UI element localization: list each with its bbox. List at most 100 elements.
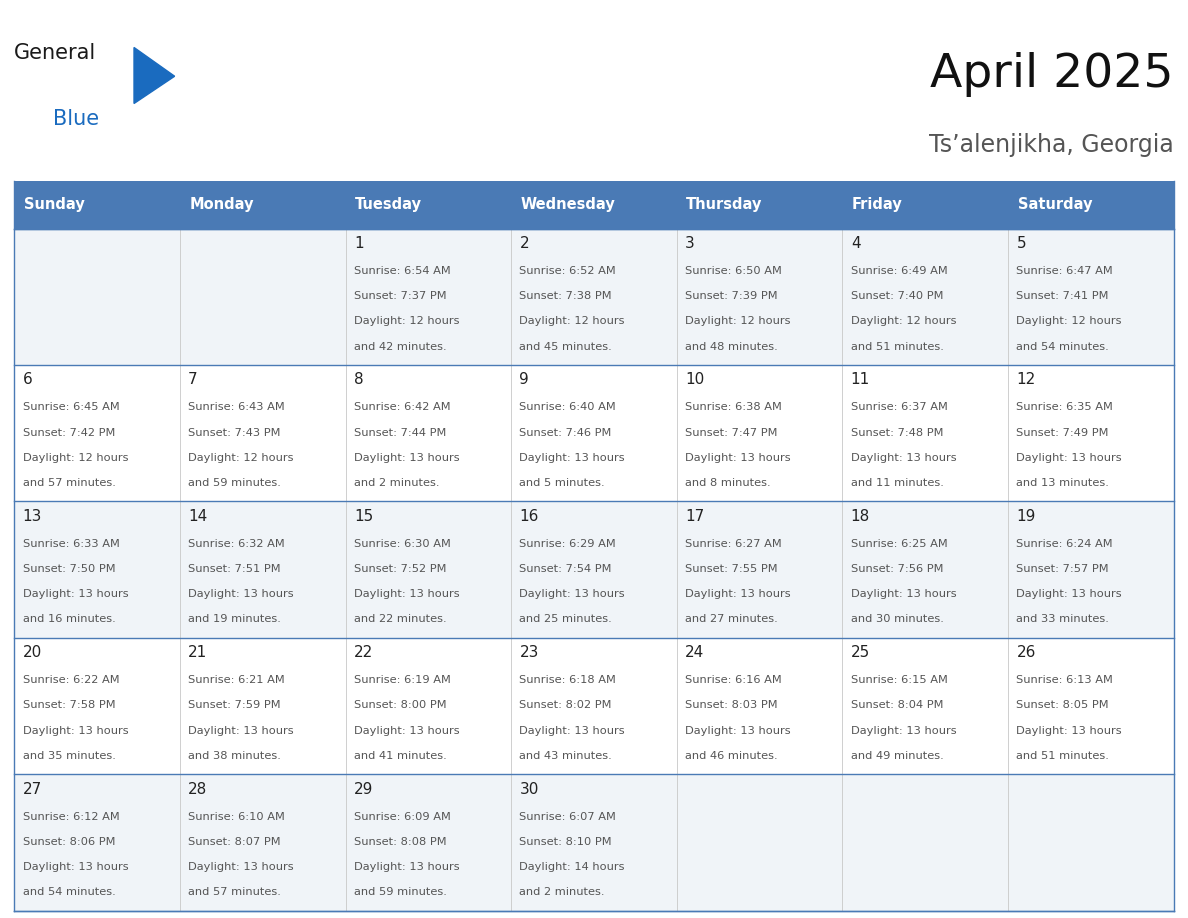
Text: Daylight: 13 hours: Daylight: 13 hours — [354, 725, 460, 735]
Text: Sunset: 8:03 PM: Sunset: 8:03 PM — [685, 700, 778, 711]
Text: Sunset: 8:04 PM: Sunset: 8:04 PM — [851, 700, 943, 711]
Text: Sunset: 7:56 PM: Sunset: 7:56 PM — [851, 564, 943, 574]
Text: Sunrise: 6:09 AM: Sunrise: 6:09 AM — [354, 812, 450, 822]
Text: 8: 8 — [354, 373, 364, 387]
Text: Sunset: 7:52 PM: Sunset: 7:52 PM — [354, 564, 447, 574]
Text: Sunset: 8:06 PM: Sunset: 8:06 PM — [23, 837, 115, 846]
Text: Ts’alenjikha, Georgia: Ts’alenjikha, Georgia — [929, 132, 1174, 157]
Text: Saturday: Saturday — [1018, 197, 1092, 212]
Text: Sunrise: 6:40 AM: Sunrise: 6:40 AM — [519, 402, 617, 412]
Text: 20: 20 — [23, 645, 42, 660]
Text: 23: 23 — [519, 645, 539, 660]
Text: and 5 minutes.: and 5 minutes. — [519, 478, 605, 488]
Text: Blue: Blue — [52, 109, 99, 129]
Text: 16: 16 — [519, 509, 539, 524]
Text: Sunrise: 6:25 AM: Sunrise: 6:25 AM — [851, 539, 948, 549]
Text: Sunrise: 6:43 AM: Sunrise: 6:43 AM — [188, 402, 285, 412]
Text: and 51 minutes.: and 51 minutes. — [1017, 751, 1110, 761]
Text: Daylight: 13 hours: Daylight: 13 hours — [188, 725, 293, 735]
Text: 4: 4 — [851, 236, 860, 251]
Text: General: General — [14, 42, 96, 62]
Text: and 11 minutes.: and 11 minutes. — [851, 478, 943, 488]
Text: Daylight: 12 hours: Daylight: 12 hours — [519, 317, 625, 327]
Text: Sunrise: 6:24 AM: Sunrise: 6:24 AM — [1017, 539, 1113, 549]
Text: Sunrise: 6:22 AM: Sunrise: 6:22 AM — [23, 675, 119, 685]
Text: April 2025: April 2025 — [930, 52, 1174, 97]
Text: Daylight: 13 hours: Daylight: 13 hours — [354, 453, 460, 463]
Text: Sunset: 7:47 PM: Sunset: 7:47 PM — [685, 428, 778, 438]
Text: Daylight: 12 hours: Daylight: 12 hours — [851, 317, 956, 327]
Text: 26: 26 — [1017, 645, 1036, 660]
Text: and 2 minutes.: and 2 minutes. — [519, 888, 605, 897]
Text: Daylight: 13 hours: Daylight: 13 hours — [188, 589, 293, 599]
Text: Daylight: 13 hours: Daylight: 13 hours — [354, 589, 460, 599]
Text: Daylight: 13 hours: Daylight: 13 hours — [519, 453, 625, 463]
Text: 22: 22 — [354, 645, 373, 660]
Text: Daylight: 13 hours: Daylight: 13 hours — [354, 862, 460, 872]
Text: Sunrise: 6:29 AM: Sunrise: 6:29 AM — [519, 539, 617, 549]
Text: Daylight: 13 hours: Daylight: 13 hours — [1017, 725, 1121, 735]
Text: 27: 27 — [23, 781, 42, 797]
Text: 7: 7 — [188, 373, 198, 387]
Text: 9: 9 — [519, 373, 529, 387]
Text: Sunrise: 6:15 AM: Sunrise: 6:15 AM — [851, 675, 948, 685]
Text: Sunset: 7:48 PM: Sunset: 7:48 PM — [851, 428, 943, 438]
Text: Daylight: 13 hours: Daylight: 13 hours — [1017, 453, 1121, 463]
Text: and 54 minutes.: and 54 minutes. — [1017, 341, 1110, 352]
Text: Sunset: 7:59 PM: Sunset: 7:59 PM — [188, 700, 280, 711]
Text: and 13 minutes.: and 13 minutes. — [1017, 478, 1110, 488]
Text: Sunset: 7:42 PM: Sunset: 7:42 PM — [23, 428, 115, 438]
Text: 5: 5 — [1017, 236, 1026, 251]
Text: Tuesday: Tuesday — [355, 197, 422, 212]
Text: 3: 3 — [685, 236, 695, 251]
Text: 28: 28 — [188, 781, 208, 797]
Text: Daylight: 13 hours: Daylight: 13 hours — [685, 453, 791, 463]
Text: Daylight: 13 hours: Daylight: 13 hours — [1017, 589, 1121, 599]
Text: Daylight: 13 hours: Daylight: 13 hours — [685, 589, 791, 599]
Text: Sunrise: 6:54 AM: Sunrise: 6:54 AM — [354, 266, 450, 276]
Text: Daylight: 13 hours: Daylight: 13 hours — [851, 589, 956, 599]
Text: Sunrise: 6:27 AM: Sunrise: 6:27 AM — [685, 539, 782, 549]
Text: Sunrise: 6:37 AM: Sunrise: 6:37 AM — [851, 402, 948, 412]
Text: Sunrise: 6:07 AM: Sunrise: 6:07 AM — [519, 812, 617, 822]
Text: Sunset: 7:50 PM: Sunset: 7:50 PM — [23, 564, 115, 574]
Text: Sunset: 7:54 PM: Sunset: 7:54 PM — [519, 564, 612, 574]
Text: Daylight: 12 hours: Daylight: 12 hours — [23, 453, 128, 463]
Text: Sunset: 8:05 PM: Sunset: 8:05 PM — [1017, 700, 1110, 711]
Text: Sunset: 7:46 PM: Sunset: 7:46 PM — [519, 428, 612, 438]
Text: 11: 11 — [851, 373, 870, 387]
Text: Sunrise: 6:38 AM: Sunrise: 6:38 AM — [685, 402, 782, 412]
Text: Daylight: 13 hours: Daylight: 13 hours — [519, 589, 625, 599]
Text: and 43 minutes.: and 43 minutes. — [519, 751, 612, 761]
Text: Daylight: 12 hours: Daylight: 12 hours — [685, 317, 791, 327]
Text: Sunset: 7:51 PM: Sunset: 7:51 PM — [188, 564, 280, 574]
Text: and 30 minutes.: and 30 minutes. — [851, 614, 943, 624]
Text: Daylight: 13 hours: Daylight: 13 hours — [23, 725, 128, 735]
Text: 24: 24 — [685, 645, 704, 660]
Text: Sunset: 7:49 PM: Sunset: 7:49 PM — [1017, 428, 1108, 438]
Text: Daylight: 12 hours: Daylight: 12 hours — [354, 317, 460, 327]
Text: Sunrise: 6:18 AM: Sunrise: 6:18 AM — [519, 675, 617, 685]
Text: Daylight: 13 hours: Daylight: 13 hours — [851, 453, 956, 463]
Text: Monday: Monday — [189, 197, 254, 212]
Text: 13: 13 — [23, 509, 42, 524]
Text: Sunset: 7:37 PM: Sunset: 7:37 PM — [354, 291, 447, 301]
Text: 15: 15 — [354, 509, 373, 524]
Text: 2: 2 — [519, 236, 529, 251]
Text: 25: 25 — [851, 645, 870, 660]
Text: 17: 17 — [685, 509, 704, 524]
Text: Sunset: 7:58 PM: Sunset: 7:58 PM — [23, 700, 115, 711]
Text: and 19 minutes.: and 19 minutes. — [188, 614, 282, 624]
Text: Sunrise: 6:16 AM: Sunrise: 6:16 AM — [685, 675, 782, 685]
Text: Sunrise: 6:45 AM: Sunrise: 6:45 AM — [23, 402, 119, 412]
Text: Sunrise: 6:47 AM: Sunrise: 6:47 AM — [1017, 266, 1113, 276]
Text: 14: 14 — [188, 509, 208, 524]
Text: 29: 29 — [354, 781, 373, 797]
Text: and 46 minutes.: and 46 minutes. — [685, 751, 778, 761]
Text: Sunset: 7:41 PM: Sunset: 7:41 PM — [1017, 291, 1108, 301]
Text: 10: 10 — [685, 373, 704, 387]
Text: Sunrise: 6:13 AM: Sunrise: 6:13 AM — [1017, 675, 1113, 685]
Text: Wednesday: Wednesday — [520, 197, 615, 212]
Polygon shape — [134, 48, 175, 104]
Text: and 22 minutes.: and 22 minutes. — [354, 614, 447, 624]
